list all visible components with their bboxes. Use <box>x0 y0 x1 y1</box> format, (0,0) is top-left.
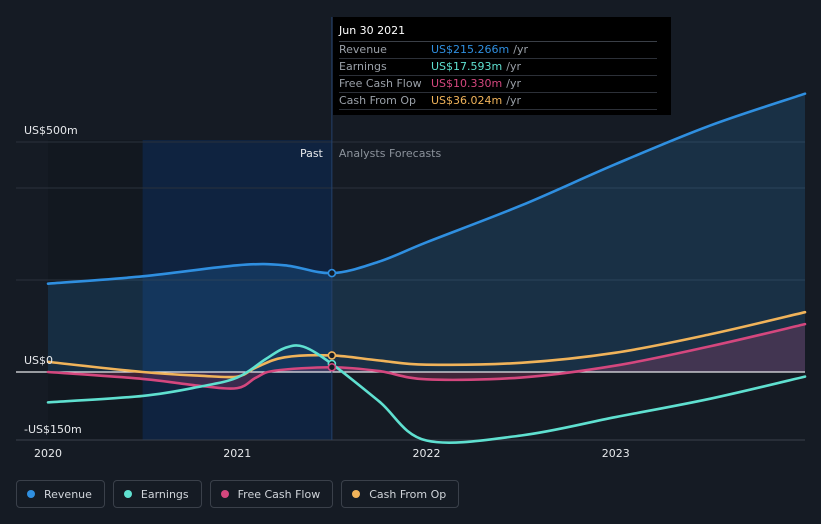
y-tick-label: US$500m <box>24 124 78 137</box>
tooltip-row-earnings: Earnings US$17.593m /yr <box>339 59 657 76</box>
tooltip-label: Earnings <box>339 60 387 73</box>
free-cash-flow-dot-icon <box>220 490 229 498</box>
tooltip-unit: /yr <box>513 43 528 56</box>
tooltip-row-cash-from-op: Cash From Op US$36.024m /yr <box>339 93 657 110</box>
tooltip-row-free-cash-flow: Free Cash Flow US$10.330m /yr <box>339 76 657 93</box>
x-tick-label: 2022 <box>413 447 441 460</box>
x-tick-label: 2021 <box>223 447 251 460</box>
revenue-area <box>48 93 805 372</box>
legend-item-free-cash-flow[interactable]: Free Cash Flow <box>209 480 334 508</box>
revenue-dot-icon <box>27 490 35 498</box>
y-tick-label: US$0 <box>24 354 53 367</box>
tooltip-value: US$215.266m <box>431 43 510 56</box>
tooltip-unit: /yr <box>506 77 521 90</box>
tooltip-value: US$36.024m <box>431 94 503 107</box>
legend-label: Cash From Op <box>369 487 447 501</box>
forecast-label: Analysts Forecasts <box>339 147 442 160</box>
legend-item-cash-from-op[interactable]: Cash From Op <box>341 480 460 508</box>
legend-item-earnings[interactable]: Earnings <box>112 480 202 508</box>
past-label: Past <box>300 147 324 160</box>
revenue-line <box>46 92 807 285</box>
tooltip-date: Jun 30 2021 <box>339 23 657 42</box>
tooltip-value: US$10.330m <box>431 77 503 90</box>
chart-legend: Revenue Earnings Free Cash Flow Cash Fro… <box>16 480 460 508</box>
earnings-dot-icon <box>123 490 132 498</box>
cash-from-op-line <box>46 310 807 379</box>
past-shade-region <box>142 140 332 440</box>
cash-from-op-marker <box>327 351 337 360</box>
cash-from-op-dot-icon <box>352 490 361 498</box>
tooltip-unit: /yr <box>506 60 521 73</box>
tooltip-label: Free Cash Flow <box>339 77 422 90</box>
y-tick-label: -US$150m <box>24 423 82 436</box>
history-shade-region <box>48 140 143 440</box>
legend-label: Earnings <box>140 487 189 501</box>
tooltip-value: US$17.593m <box>431 60 503 73</box>
x-tick-label: 2023 <box>602 447 630 460</box>
tooltip-label: Revenue <box>339 43 387 56</box>
revenue-marker <box>327 268 337 278</box>
tooltip-unit: /yr <box>506 94 521 107</box>
legend-item-revenue[interactable]: Revenue <box>16 480 105 508</box>
legend-label: Free Cash Flow <box>237 487 321 501</box>
x-tick-label: 2020 <box>34 447 62 460</box>
hover-tooltip: Jun 30 2021 Revenue US$215.266m /yr Earn… <box>333 17 671 115</box>
free-cash-flow-marker <box>327 362 337 372</box>
legend-label: Revenue <box>44 487 92 501</box>
tooltip-label: Cash From Op <box>339 94 417 107</box>
tooltip-row-revenue: Revenue US$215.266m /yr <box>339 42 657 59</box>
